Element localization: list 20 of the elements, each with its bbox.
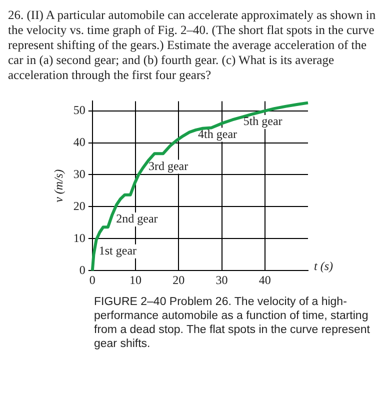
y-axis-title: v (m/s) <box>51 169 66 202</box>
y-tick-label: 40 <box>73 134 86 149</box>
x-tick-label: 10 <box>130 272 142 287</box>
x-tick-label: 20 <box>172 272 185 287</box>
y-tick-label: 0 <box>79 262 86 277</box>
annotation: 2nd gear <box>116 212 158 226</box>
annotation: 3rd gear <box>148 158 188 173</box>
annotation: 5th gear <box>243 114 282 128</box>
y-tick-label: 50 <box>73 102 86 117</box>
y-tick-label: 10 <box>73 230 86 245</box>
x-tick-label: 0 <box>89 272 96 287</box>
x-tick-label: 30 <box>216 272 228 287</box>
annotation: 1st gear <box>98 244 137 258</box>
caption: FIGURE 2–40 Problem 26. The velocity of a high-performance automobile as a function of time, starting from a dead stop. The flat spots in the curve represent gear shifts. <box>94 295 371 351</box>
chart-title: 26. (II) A particular automobile can accelerate approximately as shown in the velocity vs. time graph of Fig. 2–40. (The short flat spots in the curve represent shifting of the gears.) Estimate the average acceleration of the car in (a) second gear; and (b) fourth gear. (c) What is its average acceleration through the first four gears? <box>8 8 377 83</box>
x-tick-label: 40 <box>258 272 271 287</box>
y-tick-label: 30 <box>73 166 86 181</box>
y-tick-label: 20 <box>73 198 86 213</box>
annotation: 4th gear <box>198 126 238 141</box>
x-axis-title: t (s) <box>314 258 333 273</box>
